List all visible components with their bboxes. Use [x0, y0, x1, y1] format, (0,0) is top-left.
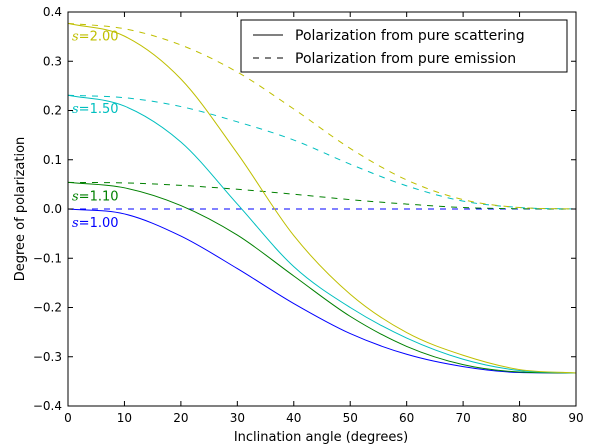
y-axis-title: Degree of polarization	[13, 137, 28, 282]
curve-label-2: s=1.10	[72, 189, 119, 204]
series-line-5	[67, 94, 577, 210]
x-tick-label: 30	[230, 411, 245, 425]
y-tick-label: 0.0	[43, 202, 62, 216]
series-line-3	[67, 181, 577, 210]
series-line-7	[67, 22, 577, 210]
x-tick-label: 80	[512, 411, 527, 425]
y-tick-label: −0.4	[33, 399, 62, 413]
x-tick-label: 70	[455, 411, 470, 425]
curve-labels: s=1.00 s=1.10 s=1.50 s=2.00	[72, 29, 119, 231]
plot-frame	[67, 11, 577, 407]
y-tick-label: 0.1	[43, 153, 62, 167]
series-line-6	[67, 22, 577, 374]
x-axis-title: Inclination angle (degrees)	[234, 430, 408, 445]
legend: Polarization from pure scattering Polari…	[240, 19, 568, 73]
x-tick-label: 50	[343, 411, 358, 425]
y-tick-label: 0.4	[43, 5, 62, 19]
x-tick-label: 20	[173, 411, 188, 425]
x-tick-label: 0	[64, 411, 72, 425]
y-tick-label: −0.1	[33, 251, 62, 265]
x-tick-label: 90	[568, 411, 583, 425]
y-tick-label: −0.3	[33, 350, 62, 364]
curve-label-0: s=1.00	[72, 216, 119, 231]
y-tick-label: 0.2	[43, 104, 62, 118]
axis-ticks: 0 10 20 30 40 50 60 70 80 90 0.4 0.3 0.2 0.1 0.0 −0.1 −0…	[33, 5, 584, 425]
series-line-4	[67, 94, 577, 374]
legend-entry-emission: Polarization from pure emission	[295, 51, 516, 67]
legend-box	[240, 19, 568, 73]
y-tick-label: −0.2	[33, 301, 62, 315]
x-tick-label: 40	[286, 411, 301, 425]
y-tick-label: 0.3	[43, 54, 62, 68]
x-tick-label: 60	[399, 411, 414, 425]
legend-entry-scattering: Polarization from pure scattering	[295, 28, 525, 44]
curve-label-4: s=1.50	[72, 102, 119, 117]
series-line-2	[67, 181, 577, 374]
plot-curves	[67, 22, 577, 374]
x-tick-label: 10	[117, 411, 132, 425]
series-line-0	[67, 208, 577, 374]
curve-label-6: s=2.00	[72, 29, 119, 44]
